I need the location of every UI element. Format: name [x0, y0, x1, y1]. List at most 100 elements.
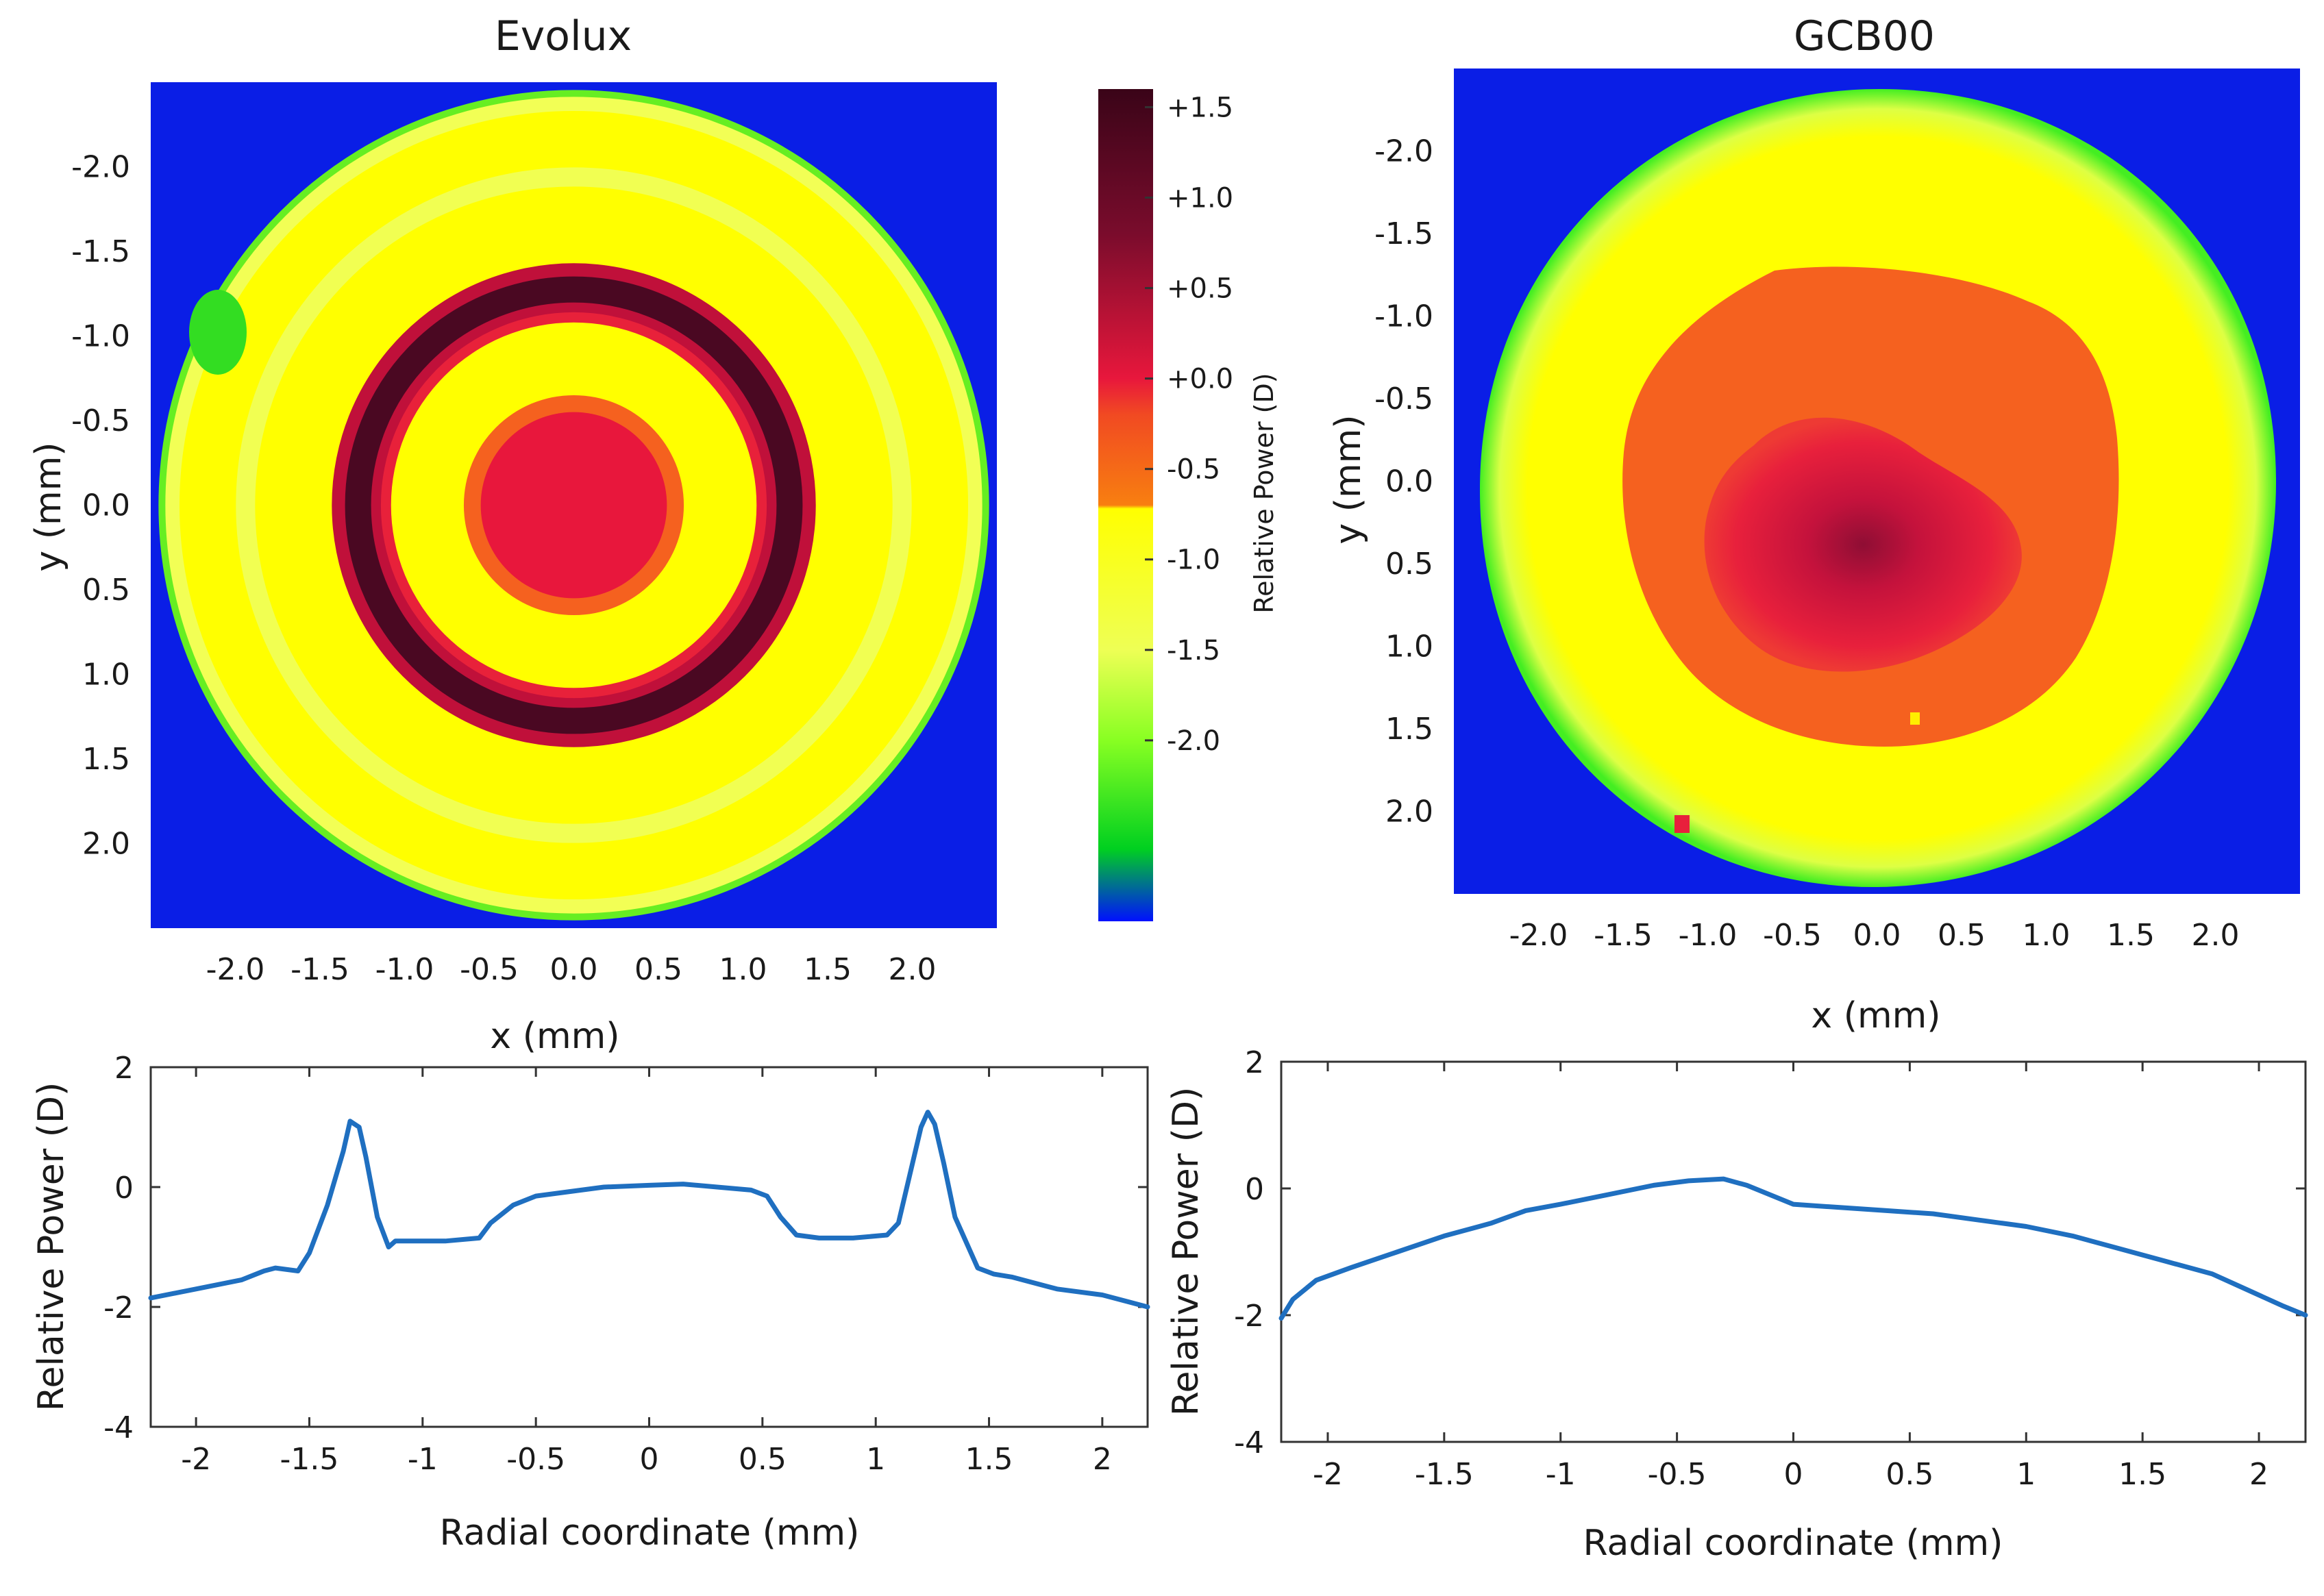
gcb00-red-zone — [1704, 417, 2022, 672]
evolux-profile-x-tick-label: -0.5 — [506, 1442, 565, 1477]
evolux-y-label: y (mm) — [28, 442, 69, 571]
evolux-profile-x-tick-label: 0.5 — [739, 1442, 787, 1477]
gcb00-profile-x-tick-label: -2 — [1313, 1457, 1343, 1492]
colorbar-tick-label: +0.5 — [1167, 273, 1233, 305]
gcb00-artifact-spot — [1910, 712, 1920, 725]
evolux-y-tick-label: 2.0 — [82, 827, 130, 862]
evolux-profile-frame — [149, 1066, 1149, 1428]
gcb00-x-axis: -2.0 -1.5 -1.0 -0.5 0.0 0.5 1.0 1.5 2.0 — [1509, 918, 2240, 953]
gcb00-x-tick-label: 1.0 — [2023, 918, 2070, 953]
gcb00-y-tick-label: 1.5 — [1385, 712, 1433, 747]
gcb00-map-panel: GCB00 -2.0 -1.5 -1.0 -0.5 0.0 0.5 1.0 1.5 2.0 -2… — [1328, 12, 2300, 1036]
evolux-y-tick-label: -2.0 — [71, 150, 130, 185]
colorbar-tick-label: -1.0 — [1167, 545, 1220, 576]
colorbar-tick-label: -1.5 — [1167, 635, 1220, 666]
gcb00-profile-line — [1278, 1176, 2308, 1321]
gcb00-y-tick-label: -2.0 — [1374, 134, 1433, 169]
gcb00-profile-x-tick-label: 1.5 — [2118, 1457, 2166, 1492]
gcb00-profile-y-tick-label: -2 — [1234, 1299, 1264, 1334]
evolux-x-tick-label: -2.0 — [206, 952, 265, 987]
colorbar-tick-label: -2.0 — [1167, 725, 1220, 757]
evolux-y-tick-label: 1.5 — [82, 742, 130, 777]
colorbar-ticks: +1.5 +1.0 +0.5 +0.0 -0.5 -1.0 -1.5 -2.0 — [1145, 92, 1233, 757]
evolux-x-tick-label: 1.5 — [804, 952, 852, 987]
gcb00-x-tick-label: 1.5 — [2107, 918, 2155, 953]
evolux-profile-axes: -2 -1.5 -1 -0.5 0 0.5 1 1.5 2 2 0 -2 -4 — [103, 1051, 1148, 1477]
evolux-profile-line — [148, 1110, 1150, 1310]
evolux-y-tick-label: 1.0 — [82, 658, 130, 693]
evolux-y-tick-label: -0.5 — [71, 403, 130, 438]
gcb00-profile-y-tick-label: -4 — [1234, 1425, 1264, 1460]
gcb00-y-tick-label: -0.5 — [1374, 382, 1433, 416]
evolux-profile-x-tick-label: 0 — [640, 1442, 659, 1477]
evolux-profile-x-tick-label: 1 — [866, 1442, 885, 1477]
gcb00-title: GCB00 — [1794, 12, 1935, 60]
gcb00-profile-x-tick-label: 2 — [2249, 1457, 2269, 1492]
gcb00-x-tick-label: 0.5 — [1938, 918, 1986, 953]
gcb00-profile-x-tick-label: 1 — [2016, 1457, 2036, 1492]
evolux-x-tick-label: 2.0 — [889, 952, 937, 987]
gcb00-profile-x-tick-label: -1.5 — [1415, 1457, 1474, 1492]
evolux-profile-x-tick-label: -1.5 — [280, 1442, 339, 1477]
evolux-profile-y-label: Relative Power (D) — [31, 1082, 72, 1412]
colorbar-label: Relative Power (D) — [1249, 373, 1279, 613]
evolux-x-tick-label: 0.5 — [634, 952, 682, 987]
gcb00-y-tick-label: 1.0 — [1385, 629, 1433, 664]
evolux-profile-y-tick-label: -2 — [103, 1290, 134, 1325]
evolux-y-tick-label: 0.0 — [82, 488, 130, 523]
colorbar-tick-label: +1.0 — [1167, 182, 1233, 214]
evolux-title: Evolux — [495, 12, 632, 60]
gcb00-profile-x-tick-label: 0 — [1784, 1457, 1803, 1492]
evolux-profile-y-tick-label: 2 — [114, 1051, 134, 1086]
gcb00-x-tick-label: -1.5 — [1594, 918, 1653, 953]
evolux-x-axis: -2.0 -1.5 -1.0 -0.5 0.0 0.5 1.0 1.5 2.0 — [206, 952, 937, 987]
gcb00-x-tick-label: -1.0 — [1679, 918, 1738, 953]
evolux-green-spot — [189, 290, 247, 375]
evolux-profile-x-label: Radial coordinate (mm) — [440, 1512, 860, 1554]
evolux-y-tick-label: -1.5 — [71, 234, 130, 269]
evolux-y-axis: -2.0 -1.5 -1.0 -0.5 0.0 0.5 1.0 1.5 2.0 — [71, 150, 130, 862]
evolux-x-tick-label: -1.5 — [290, 952, 349, 987]
gcb00-y-tick-label: -1.0 — [1374, 299, 1433, 334]
gcb00-y-axis: -2.0 -1.5 -1.0 -0.5 0.0 0.5 1.0 1.5 2.0 — [1374, 134, 1433, 830]
evolux-x-tick-label: 1.0 — [719, 952, 767, 987]
gcb00-profile-frame — [1280, 1060, 2307, 1443]
gcb00-profile-x-tick-label: 0.5 — [1886, 1457, 1933, 1492]
evolux-map-panel: Evolux -2.0 -1.5 -1.0 -0.5 0.0 0.5 1.0 1.5 2.0 -… — [28, 12, 997, 1057]
evolux-profile-panel: -2 -1.5 -1 -0.5 0 0.5 1 1.5 2 2 0 -2 -4 Radial coord… — [31, 1051, 1150, 1554]
evolux-profile-y-tick-label: 0 — [114, 1171, 134, 1206]
gcb00-profile-panel: -2 -1.5 -1 -0.5 0 0.5 1 1.5 2 2 0 -2 -4 Radial coord… — [1165, 1045, 2308, 1564]
evolux-profile-x-tick-label: 1.5 — [965, 1442, 1013, 1477]
evolux-profile-y-tick-label: -4 — [103, 1410, 134, 1445]
gcb00-profile-x-label: Radial coordinate (mm) — [1583, 1523, 2003, 1564]
gcb00-profile-axes: -2 -1.5 -1 -0.5 0 0.5 1 1.5 2 2 0 -2 -4 — [1234, 1045, 2306, 1492]
evolux-outer-band — [236, 167, 912, 843]
evolux-y-tick-label: 0.5 — [82, 573, 130, 608]
gcb00-x-tick-label: -0.5 — [1763, 918, 1822, 953]
gcb00-x-tick-label: -2.0 — [1509, 918, 1568, 953]
evolux-center-red-zone — [480, 412, 667, 599]
gcb00-x-tick-label: 0.0 — [1853, 918, 1901, 953]
colorbar-tick-label: +1.5 — [1167, 92, 1233, 123]
gcb00-edge-artifact — [1674, 815, 1690, 833]
gcb00-profile-x-tick-label: -0.5 — [1648, 1457, 1707, 1492]
evolux-ring — [345, 276, 803, 734]
gcb00-y-tick-label: -1.5 — [1374, 216, 1433, 251]
evolux-x-tick-label: -0.5 — [460, 952, 519, 987]
colorbar-tick-label: +0.0 — [1167, 364, 1233, 395]
evolux-aperture-rim — [158, 90, 989, 921]
gcb00-profile-y-label: Relative Power (D) — [1165, 1087, 1207, 1417]
gcb00-x-tick-label: 2.0 — [2192, 918, 2240, 953]
colorbar-gradient — [1098, 89, 1153, 921]
evolux-x-tick-label: -1.0 — [375, 952, 434, 987]
evolux-y-tick-label: -1.0 — [71, 319, 130, 354]
colorbar: +1.5 +1.0 +0.5 +0.0 -0.5 -1.0 -1.5 -2.0 Relativ… — [1098, 89, 1279, 921]
gcb00-profile-y-tick-label: 2 — [1245, 1045, 1264, 1080]
gcb00-profile-x-tick-label: -1 — [1546, 1457, 1576, 1492]
evolux-profile-x-tick-label: -1 — [408, 1442, 438, 1477]
evolux-profile-x-tick-label: 2 — [1093, 1442, 1112, 1477]
evolux-profile-x-tick-label: -2 — [181, 1442, 211, 1477]
gcb00-y-tick-label: 2.0 — [1385, 795, 1433, 830]
gcb00-x-label: x (mm) — [1811, 995, 1940, 1036]
